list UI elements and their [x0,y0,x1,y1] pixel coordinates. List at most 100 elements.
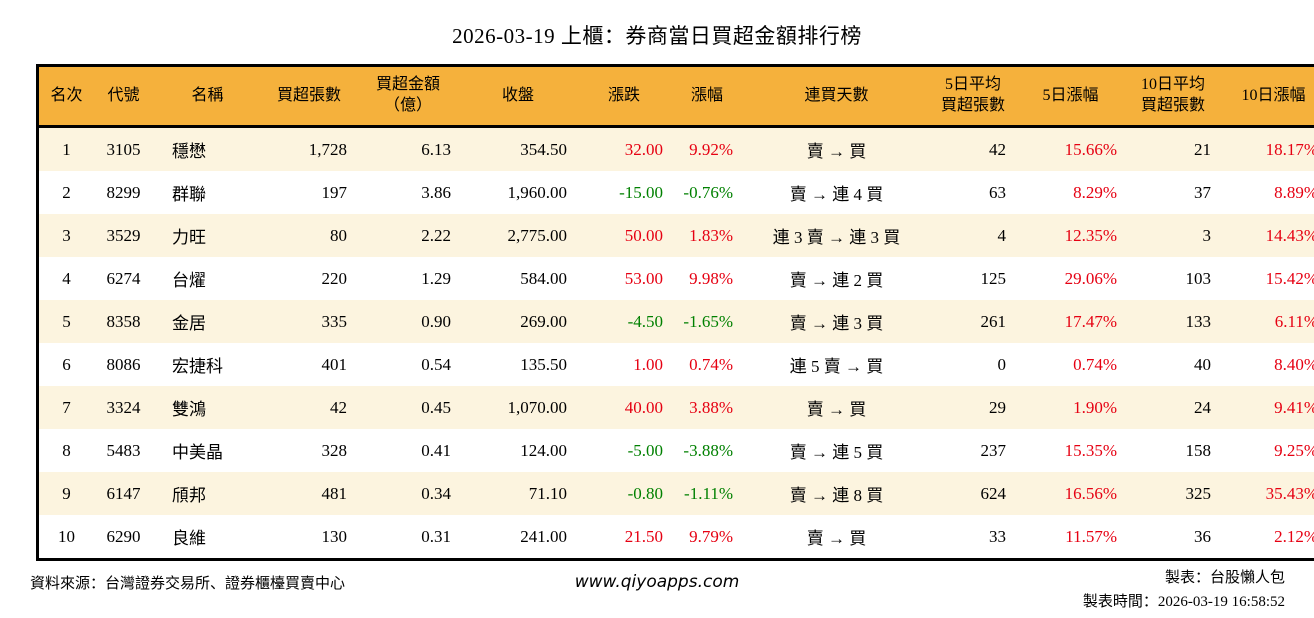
cell-name: 穩懋 [153,127,262,172]
cell-code: 6147 [94,472,153,515]
cell-avg10-vol: 103 [1126,257,1220,300]
cell-close: 269.00 [460,300,576,343]
footer: 資料來源：台灣證券交易所、證券櫃檯買賣中心 www.qiyoapps.com 製… [29,566,1285,618]
cell-pct5: 15.35% [1015,429,1126,472]
cell-change-pct: 9.79% [672,515,742,560]
cell-change: -5.00 [576,429,672,472]
cell-change-pct: 9.92% [672,127,742,172]
column-header-net-buy-vol: 買超張數 [262,66,356,127]
cell-streak: 賣 → 買 [742,515,931,560]
cell-code: 6274 [94,257,153,300]
credits-block: 製表：台股懶人包 製表時間：2026-03-19 16:58:52 [1083,566,1285,614]
cell-avg10-vol: 37 [1126,171,1220,214]
cell-name: 金居 [153,300,262,343]
cell-avg10-vol: 133 [1126,300,1220,343]
cell-net-buy-vol: 197 [262,171,356,214]
cell-streak: 賣 → 連 5 買 [742,429,931,472]
cell-close: 124.00 [460,429,576,472]
cell-avg10-vol: 325 [1126,472,1220,515]
cell-change: 1.00 [576,343,672,386]
cell-pct10: 35.43% [1220,472,1314,515]
cell-streak: 連 5 賣 → 買 [742,343,931,386]
cell-rank: 9 [38,472,95,515]
cell-net-buy-amt: 0.31 [356,515,460,560]
cell-rank: 7 [38,386,95,429]
cell-avg5-vol: 261 [931,300,1015,343]
column-header-close: 收盤 [460,66,576,127]
cell-net-buy-amt: 6.13 [356,127,460,172]
timestamp-label: 製表時間：2026-03-19 16:58:52 [1083,590,1285,614]
cell-avg10-vol: 36 [1126,515,1220,560]
website-text: www.qiyoapps.com [575,572,740,592]
cell-streak: 賣 → 買 [742,127,931,172]
cell-avg10-vol: 21 [1126,127,1220,172]
cell-pct10: 18.17% [1220,127,1314,172]
cell-streak: 賣 → 連 2 買 [742,257,931,300]
cell-pct10: 14.43% [1220,214,1314,257]
cell-change: -15.00 [576,171,672,214]
cell-rank: 4 [38,257,95,300]
cell-code: 3529 [94,214,153,257]
cell-code: 3324 [94,386,153,429]
cell-close: 354.50 [460,127,576,172]
cell-change-pct: -1.11% [672,472,742,515]
cell-pct10: 9.25% [1220,429,1314,472]
column-header-avg5-vol: 5日平均 買超張數 [931,66,1015,127]
cell-net-buy-amt: 0.34 [356,472,460,515]
cell-close: 584.00 [460,257,576,300]
cell-net-buy-vol: 220 [262,257,356,300]
page-title: 2026-03-19 上櫃：券商當日買超金額排行榜 [0,0,1314,50]
cell-rank: 2 [38,171,95,214]
cell-change: 32.00 [576,127,672,172]
cell-close: 2,775.00 [460,214,576,257]
cell-rank: 5 [38,300,95,343]
cell-avg5-vol: 125 [931,257,1015,300]
cell-change-pct: -1.65% [672,300,742,343]
cell-change-pct: 0.74% [672,343,742,386]
cell-streak: 連 3 賣 → 連 3 買 [742,214,931,257]
cell-streak: 賣 → 連 3 買 [742,300,931,343]
cell-code: 8299 [94,171,153,214]
cell-net-buy-amt: 0.45 [356,386,460,429]
cell-code: 8086 [94,343,153,386]
cell-pct5: 12.35% [1015,214,1126,257]
cell-code: 6290 [94,515,153,560]
cell-change: 21.50 [576,515,672,560]
cell-name: 中美晶 [153,429,262,472]
cell-streak: 賣 → 連 4 買 [742,171,931,214]
cell-avg5-vol: 0 [931,343,1015,386]
cell-streak: 賣 → 連 8 買 [742,472,931,515]
column-header-pct10: 10日漲幅 [1220,66,1314,127]
cell-pct5: 1.90% [1015,386,1126,429]
cell-pct10: 8.40% [1220,343,1314,386]
cell-rank: 1 [38,127,95,172]
cell-net-buy-vol: 42 [262,386,356,429]
column-header-rank: 名次 [38,66,95,127]
cell-avg10-vol: 24 [1126,386,1220,429]
cell-name: 雙鴻 [153,386,262,429]
cell-rank: 3 [38,214,95,257]
column-header-change-pct: 漲幅 [672,66,742,127]
cell-change: -0.80 [576,472,672,515]
cell-avg5-vol: 29 [931,386,1015,429]
cell-close: 135.50 [460,343,576,386]
cell-close: 1,960.00 [460,171,576,214]
cell-name: 宏捷科 [153,343,262,386]
cell-code: 3105 [94,127,153,172]
cell-change-pct: 1.83% [672,214,742,257]
cell-net-buy-amt: 3.86 [356,171,460,214]
cell-avg5-vol: 4 [931,214,1015,257]
cell-streak: 賣 → 買 [742,386,931,429]
cell-pct10: 15.42% [1220,257,1314,300]
cell-change: 40.00 [576,386,672,429]
